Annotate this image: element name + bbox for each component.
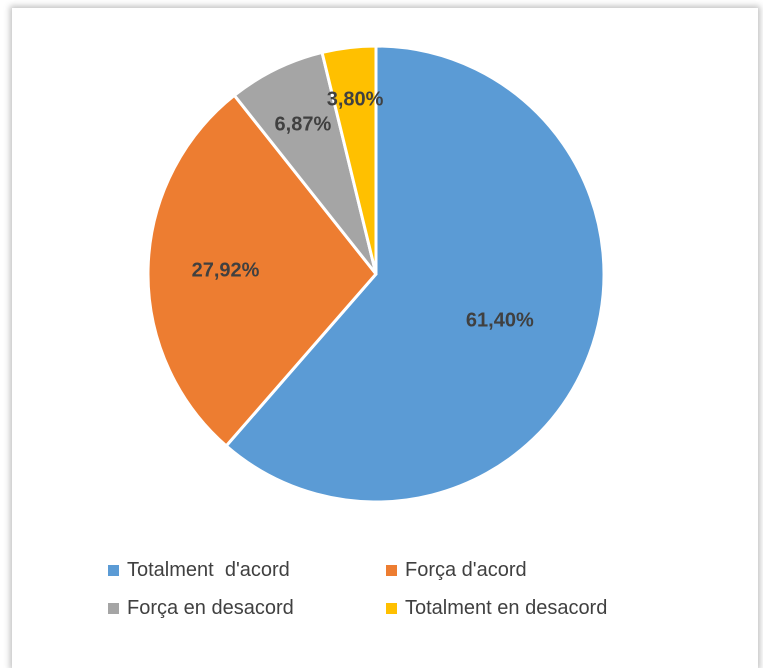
data-label-0: 61,40% [466,309,534,331]
legend-label-2: Força en desacord [127,597,294,619]
legend-swatch-0 [108,564,119,576]
legend-label-1: Força d'acord [405,559,527,581]
data-label-3: 3,80% [327,89,384,111]
legend-swatch-1 [386,564,397,576]
pie-slice-1 [146,93,378,448]
legend-item-3: Totalment en desacord [386,594,607,622]
data-label-2: 6,87% [275,113,332,135]
pie-slice-0 [224,44,606,504]
legend-label-0: Totalment d'acord [127,559,290,581]
legend-item-0: Totalment d'acord [108,556,290,584]
legend-item-2: Força en desacord [108,594,294,622]
legend-swatch-2 [108,602,119,614]
legend-item-1: Força d'acord [386,556,527,584]
legend-label-3: Totalment en desacord [405,597,608,619]
legend-swatch-3 [386,602,397,614]
pie-chart: 61,40% 27,92% 6,87%3,80% [146,44,606,504]
pie-data-labels: 61,40% 27,92% 6,87%3,80% [192,89,534,332]
data-label-1: 27,92% [192,260,260,282]
pie-slices [146,44,606,504]
pie-slice-3 [320,44,378,276]
